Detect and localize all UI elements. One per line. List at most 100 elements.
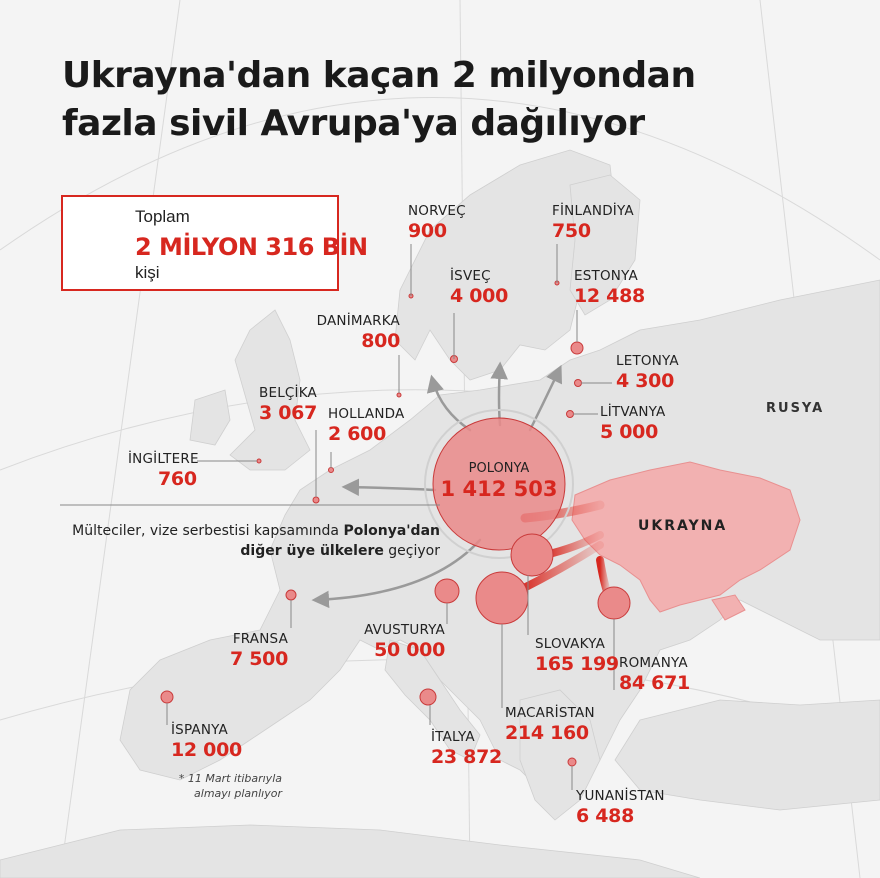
title-line-2: fazla sivil Avrupa'ya dağılıyor [62,103,645,144]
note-bold-2: diğer üye ülkelere [240,543,384,559]
country-value: 12 488 [574,284,645,307]
total-value: 2 MİLYON 316 BİN [135,233,368,261]
note-bold-1: Polonya'dan [343,523,440,539]
label-finlandiya: FİNLANDİYA 750 [552,203,634,242]
map-label-ukrayna: UKRAYNA [638,518,728,534]
arrow-to-baltics [528,364,562,432]
poland-bubble [432,417,566,551]
country-value: 750 [552,219,591,242]
leader-lines [60,244,615,790]
label-ispanya: İSPANYA 12 000 [171,722,242,761]
label-yunanistan: YUNANİSTAN 6 488 [576,788,665,827]
fransa-bubble [285,589,297,601]
footnote: * 11 Mart itibarıyla almayı planlıyor [170,771,282,801]
country-name: İSPANYA [171,722,228,738]
balkan-shape [519,689,601,821]
label-danimarka: DANİMARKA 800 [300,313,401,352]
label-isvec: İSVEÇ 4 000 [450,268,508,307]
country-value: 165 199 [535,652,619,675]
country-name: ROMANYA [619,655,688,671]
note-text-1: Mülteciler, vize serbestisi kapsamında [72,523,344,539]
uk-shape [229,309,311,471]
litvanya-bubble [566,410,574,418]
country-value: 4 000 [450,284,508,307]
country-value: 900 [408,219,447,242]
country-name: İTALYA [431,729,475,745]
country-name: YUNANİSTAN [576,788,665,804]
arrow-to-france [311,538,482,609]
country-name: LİTVANYA [600,404,666,420]
country-name: LETONYA [616,353,679,369]
country-name: MACARİSTAN [505,705,595,721]
macaristan-bubble [475,571,529,625]
country-value: 3 067 [259,401,317,424]
label-italya: İTALYA 23 872 [431,729,502,768]
country-value: 2 600 [328,422,386,445]
country-value: 50 000 [374,638,445,661]
country-value: 1 412 503 [440,477,558,501]
country-value: 5 000 [600,420,658,443]
hollanda-bubble [328,467,334,473]
country-value: 84 671 [619,671,690,694]
country-value: 12 000 [171,738,242,761]
italya-bubble [419,688,437,706]
label-fransa: FRANSA 7 500 [200,631,288,670]
country-name: NORVEÇ [408,203,466,219]
label-norvec: NORVEÇ 900 [408,203,466,242]
footnote-line-1: * 11 Mart itibarıyla [178,772,282,785]
title-line-1: Ukrayna'dan kaçan 2 milyondan [62,55,696,96]
country-name: İSVEÇ [450,268,491,284]
country-name: BELÇİKA [259,385,317,401]
turkey-shape [614,699,880,811]
label-avusturya: AVUSTURYA 50 000 [350,623,445,661]
estonya-bubble [570,341,584,355]
avusturya-bubble [434,578,460,604]
country-value: 7 500 [230,647,288,670]
country-value: 23 872 [431,745,502,768]
country-value: 4 300 [616,369,674,392]
arrow-to-belgium [341,478,437,497]
arrow-to-denmark [426,374,472,432]
label-macaristan: MACARİSTAN 214 160 [505,705,595,744]
arrow-to-sweden [490,361,508,427]
country-value: 214 160 [505,721,589,744]
label-belcika: BELÇİKA 3 067 [259,385,317,424]
danimarka-bubble [396,392,402,398]
note-text-2: geçiyor [383,543,440,559]
country-value: 800 [361,329,400,352]
label-ingiltere: İNGİLTERE 760 [128,451,199,490]
label-hollanda: HOLLANDA 2 600 [328,406,405,445]
country-name: FİNLANDİYA [552,203,634,219]
label-estonya: ESTONYA 12 488 [574,268,645,307]
label-polonya: POLONYA 1 412 503 [434,462,564,500]
label-slovakya: SLOVAKYA 165 199 [535,637,619,675]
country-name: İNGİLTERE [128,451,199,467]
scandinavia-shape [394,149,616,381]
ingiltere-bubble [256,458,262,464]
slovakya-bubble [510,533,554,577]
country-value: 6 488 [576,804,634,827]
footnote-line-2: almayı planlıyor [194,787,282,800]
total-legend-box: Toplam 2 MİLYON 316 BİN kişi [61,195,368,291]
label-litvanya: LİTVANYA 5 000 [600,404,666,443]
country-name: FRANSA [232,631,288,647]
ispanya-bubble [160,690,174,704]
ukraine-shape [571,461,801,613]
finland-shape [569,174,641,316]
country-name: ESTONYA [574,268,638,284]
poland-transit-note: Mülteciler, vize serbestisi kapsamında P… [60,521,440,561]
page-title: Ukrayna'dan kaçan 2 milyondan fazla sivi… [62,52,822,148]
country-value: 760 [158,467,197,490]
crimea-shape [711,594,746,621]
label-romanya: ROMANYA 84 671 [619,655,690,694]
country-name: POLONYA [468,461,530,476]
yunanistan-bubble [567,757,577,767]
africa-shape [0,824,701,878]
romanya-bubble [597,586,631,620]
country-name: HOLLANDA [328,406,405,422]
country-name: DANİMARKA [316,313,400,329]
total-unit: kişi [135,263,160,282]
map-label-rusya: RUSYA [766,401,825,416]
letonya-bubble [574,379,582,387]
